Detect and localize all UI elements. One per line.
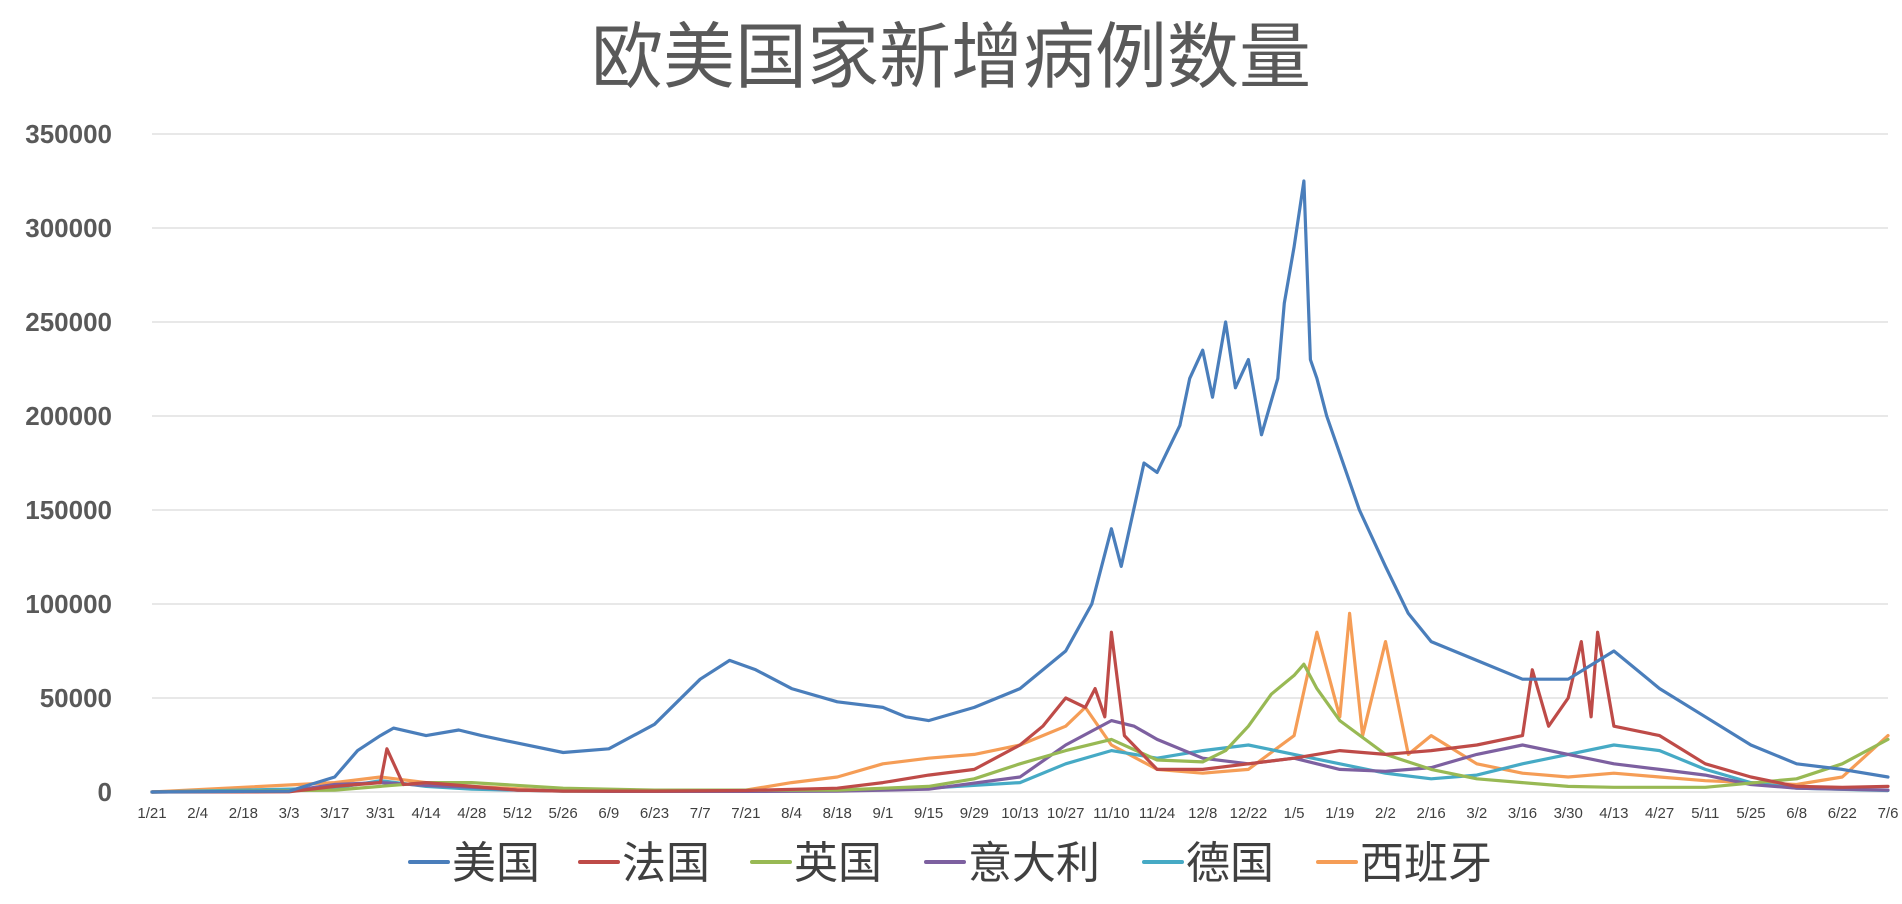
x-tick-label: 2/16 [1417,805,1446,822]
series-line-0 [150,179,1890,794]
x-tick-label: 5/25 [1736,805,1765,822]
x-tick-label: 4/27 [1645,805,1674,822]
x-tick-label: 4/14 [412,805,441,822]
x-tick-label: 9/1 [873,805,894,822]
x-tick-label: 5/26 [549,805,578,822]
x-tick-label: 4/13 [1599,805,1628,822]
y-tick-label: 200000 [25,401,112,431]
y-axis-ticks: 350000 300000 250000 200000 150000 100000 5000… [25,119,112,807]
x-tick-label: 7/6 [1878,805,1899,822]
x-tick-label: 2/18 [229,805,258,822]
x-tick-label: 3/2 [1466,805,1487,822]
y-tick-label: 0 [98,777,112,807]
x-tick-label: 6/23 [640,805,669,822]
x-tick-label: 10/27 [1047,805,1085,822]
x-tick-label: 4/28 [457,805,486,822]
x-tick-label: 11/10 [1093,805,1129,822]
y-tick-label: 250000 [25,307,112,337]
y-tick-label: 100000 [25,589,112,619]
x-tick-label: 1/5 [1284,805,1305,822]
legend-label: 意大利 [968,838,1100,889]
legend-label: 美国 [452,838,540,889]
x-tick-label: 3/16 [1508,805,1537,822]
y-tick-label: 300000 [25,213,112,243]
series-lines [150,179,1890,794]
x-tick-label: 6/8 [1786,805,1807,822]
x-tick-label: 6/9 [598,805,619,822]
x-tick-label: 5/12 [503,805,532,822]
x-tick-label: 1/19 [1325,805,1354,822]
x-tick-label: 2/4 [187,805,208,822]
x-tick-label: 12/22 [1230,805,1268,822]
legend-label: 法国 [622,838,710,889]
x-tick-label: 11/24 [1139,805,1175,822]
legend-label: 英国 [794,838,882,889]
x-tick-label: 2/2 [1375,805,1396,822]
legend: 美国 法国 英国 意大利 德国 西班牙 [408,838,1492,889]
y-tick-label: 150000 [25,495,112,525]
legend-label: 德国 [1186,838,1274,889]
x-tick-label: 9/29 [960,805,989,822]
x-tick-label: 7/7 [690,805,711,822]
x-axis-ticks: 1/21 2/4 2/18 3/3 3/17 3/31 4/14 4/28 5/12 5/26 6/… [137,805,1898,822]
x-tick-label: 6/22 [1828,805,1857,822]
legend-label: 西班牙 [1360,838,1492,889]
x-tick-label: 3/30 [1554,805,1583,822]
x-tick-label: 1/21 [137,805,166,822]
y-tick-label: 350000 [25,119,112,149]
x-tick-label: 8/4 [781,805,802,822]
series-line-1 [150,630,1890,794]
x-tick-label: 12/8 [1188,805,1217,822]
gridlines [152,133,1888,793]
x-tick-label: 8/18 [823,805,852,822]
x-tick-label: 10/13 [1001,805,1039,822]
x-tick-label: 3/31 [366,805,395,822]
x-tick-label: 9/15 [914,805,943,822]
x-tick-label: 3/17 [320,805,349,822]
x-tick-label: 3/3 [279,805,300,822]
y-tick-label: 50000 [40,683,112,713]
x-tick-label: 7/21 [731,805,760,822]
chart-title: 欧美国家新增病例数量 [591,15,1311,99]
x-tick-label: 5/11 [1691,805,1719,822]
